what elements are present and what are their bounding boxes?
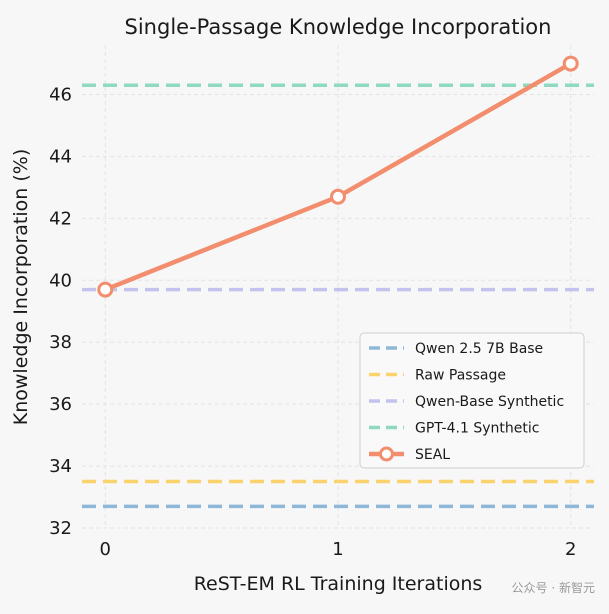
legend-label: SEAL	[415, 447, 450, 463]
y-tick-label: 36	[49, 394, 72, 415]
y-axis-label: Knowledge Incorporation (%)	[10, 149, 32, 425]
y-tick-label: 32	[49, 518, 72, 539]
legend-marker	[379, 446, 394, 462]
legend: Qwen 2.5 7B Base Raw Passage Qwen-Base Syn…	[359, 332, 585, 469]
x-axis-label: ReST-EM RL Training Iterations	[194, 573, 483, 595]
x-tick-label: 0	[100, 539, 111, 560]
y-tick-label: 42	[49, 208, 72, 229]
data-point	[97, 281, 114, 298]
x-tick-label: 2	[565, 539, 576, 560]
y-tick-label: 46	[49, 85, 72, 106]
watermark: 公众号 · 新智元	[511, 581, 595, 595]
legend-label: Qwen 2.5 7B Base	[415, 341, 543, 357]
x-tick-label: 1	[332, 539, 343, 560]
data-point	[330, 188, 346, 205]
y-tick-label: 44	[49, 146, 72, 167]
axes-layer: 32 34 36 38 40 42 44 46 0 1 2	[49, 85, 576, 560]
legend-items: Qwen 2.5 7B Base Raw Passage Qwen-Base Syn…	[369, 341, 564, 463]
legend-label: GPT-4.1 Synthetic	[415, 421, 539, 437]
y-tick-label: 40	[49, 270, 72, 291]
legend-label: Qwen-Base Synthetic	[415, 394, 564, 410]
y-tick-label: 38	[49, 332, 72, 353]
data-point	[562, 55, 579, 72]
legend-frame	[359, 332, 585, 469]
chart-title: Single-Passage Knowledge Incorporation	[125, 15, 552, 39]
baseline-layer	[82, 83, 594, 509]
series-layer	[97, 55, 579, 298]
grid-layer	[82, 45, 594, 529]
legend-label: Raw Passage	[415, 368, 506, 384]
y-tick-label: 34	[49, 456, 72, 477]
